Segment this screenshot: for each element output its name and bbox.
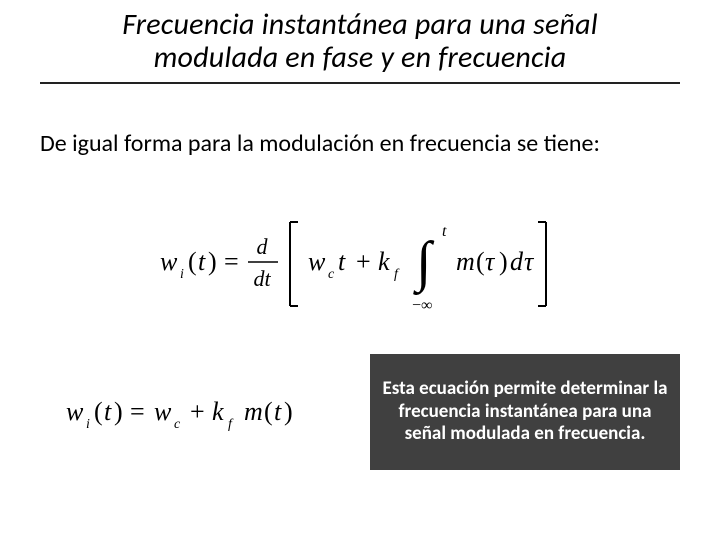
svg-text:(: ( xyxy=(264,397,273,426)
svg-text:(: ( xyxy=(476,247,485,276)
svg-text:w: w xyxy=(160,247,178,276)
svg-text:): ) xyxy=(114,397,123,426)
svg-text:+: + xyxy=(190,397,205,426)
svg-text:∫: ∫ xyxy=(413,231,435,296)
svg-text:k: k xyxy=(378,247,390,276)
svg-text:dt: dt xyxy=(253,266,271,291)
body-text: De igual forma para la modulación en fre… xyxy=(40,130,680,159)
title-line-1: Frecuencia instantánea para una señal xyxy=(40,8,680,41)
svg-text:k: k xyxy=(212,397,224,426)
svg-text:c: c xyxy=(174,417,181,432)
svg-text:m: m xyxy=(244,397,263,426)
svg-text:c: c xyxy=(328,267,335,282)
svg-text:τ: τ xyxy=(485,247,496,276)
svg-text:τ: τ xyxy=(524,247,535,276)
svg-text:=: = xyxy=(224,247,239,276)
svg-text:i: i xyxy=(86,417,90,432)
svg-text:d: d xyxy=(510,247,524,276)
svg-text:=: = xyxy=(130,397,145,426)
svg-text:): ) xyxy=(208,247,217,276)
svg-text:): ) xyxy=(284,397,293,426)
equation-1: w i ( t ) = d dt w c t + k f ∫ xyxy=(0,208,720,323)
slide: Frecuencia instantánea para una señal mo… xyxy=(0,0,720,540)
svg-text:(: ( xyxy=(188,247,197,276)
title-line-2: modulada en fase y en frecuencia xyxy=(40,41,680,74)
equation-2: w i ( t ) = w c + k f m ( t ) xyxy=(64,392,344,441)
svg-text:t: t xyxy=(338,247,346,276)
svg-text:t: t xyxy=(104,397,112,426)
svg-text:w: w xyxy=(66,397,84,426)
svg-text:i: i xyxy=(180,267,184,282)
slide-title: Frecuencia instantánea para una señal mo… xyxy=(40,8,680,84)
svg-text:w: w xyxy=(308,247,326,276)
equation-2-svg: w i ( t ) = w c + k f m ( t ) xyxy=(64,392,344,436)
svg-text:t: t xyxy=(198,247,206,276)
svg-text:w: w xyxy=(154,397,172,426)
svg-text:f: f xyxy=(228,417,234,432)
svg-text:f: f xyxy=(394,267,400,282)
svg-text:): ) xyxy=(499,247,508,276)
svg-text:d: d xyxy=(257,234,269,259)
callout-box: Esta ecuación permite determinar la frec… xyxy=(370,354,680,470)
svg-text:t: t xyxy=(442,223,447,240)
svg-text:(: ( xyxy=(94,397,103,426)
svg-text:+: + xyxy=(356,247,371,276)
callout-text: Esta ecuación permite determinar la frec… xyxy=(380,378,670,446)
svg-text:m: m xyxy=(456,247,475,276)
svg-text:−∞: −∞ xyxy=(412,297,432,314)
equation-1-svg: w i ( t ) = d dt w c t + k f ∫ xyxy=(150,208,570,318)
svg-text:t: t xyxy=(274,397,282,426)
